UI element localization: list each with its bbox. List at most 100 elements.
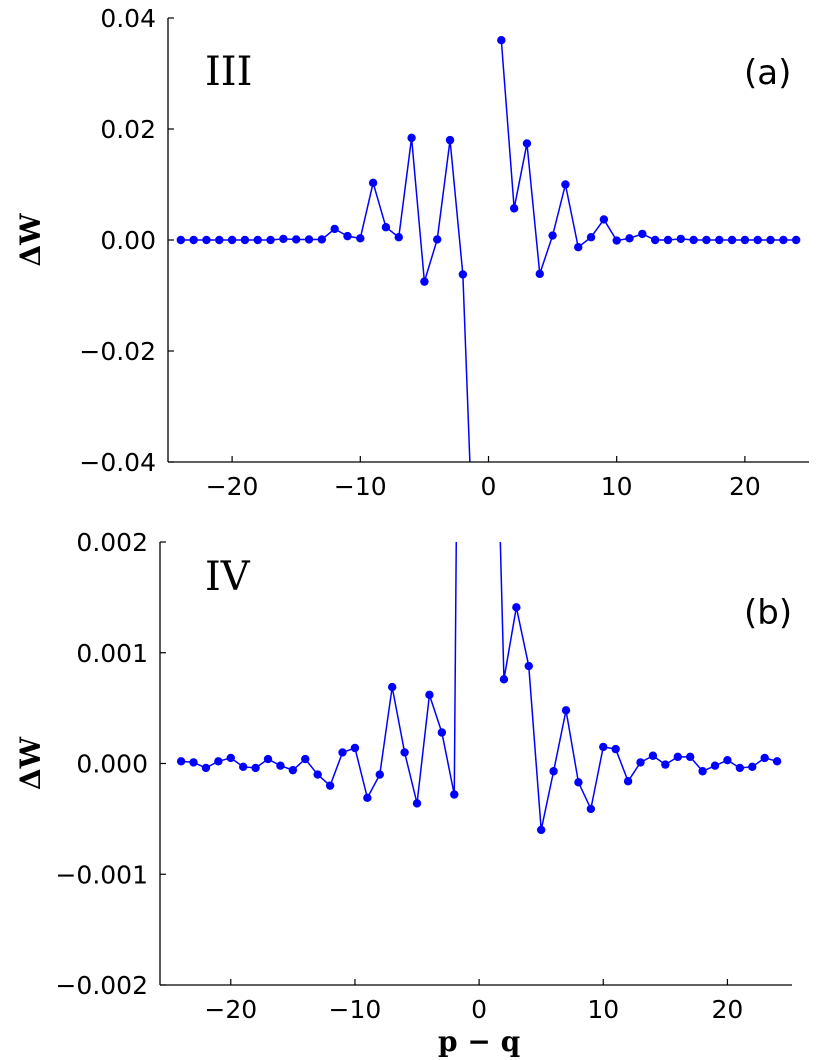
data-point xyxy=(727,235,737,245)
data-point xyxy=(574,243,583,252)
data-point xyxy=(548,231,557,240)
data-point xyxy=(400,748,409,757)
annotation: III xyxy=(205,49,252,95)
data-point xyxy=(748,762,757,772)
data-point xyxy=(772,757,782,766)
data-point xyxy=(176,757,186,766)
y-tick-label: −0.001 xyxy=(55,860,148,889)
data-point xyxy=(702,235,711,245)
data-point xyxy=(266,235,275,245)
data-point xyxy=(330,224,339,234)
data-point xyxy=(673,752,682,762)
data-point xyxy=(661,760,670,769)
data-point xyxy=(753,235,762,245)
data-point xyxy=(685,752,695,762)
data-point xyxy=(240,235,250,245)
y-tick-label: 0.02 xyxy=(100,115,156,144)
data-point xyxy=(471,613,479,621)
data-point xyxy=(663,235,673,245)
data-point xyxy=(381,223,391,232)
data-point xyxy=(512,603,521,612)
data-point xyxy=(238,762,248,772)
data-point xyxy=(549,767,558,776)
y-tick-label: 0.001 xyxy=(76,639,148,668)
data-point xyxy=(227,235,237,245)
data-point xyxy=(766,235,775,245)
data-point xyxy=(650,235,660,245)
plot-area xyxy=(176,36,801,621)
data-point xyxy=(599,742,608,752)
data-point xyxy=(735,763,745,773)
data-point xyxy=(202,235,211,245)
data-point xyxy=(625,234,634,243)
plot-area xyxy=(176,206,782,835)
data-point xyxy=(522,139,532,148)
data-point xyxy=(215,235,224,245)
data-point xyxy=(636,758,645,767)
data-point xyxy=(407,133,416,143)
data-point xyxy=(325,781,335,790)
data-point xyxy=(189,235,198,245)
data-point xyxy=(368,178,378,188)
data-point xyxy=(740,235,750,245)
y-tick-label: −0.02 xyxy=(79,337,156,366)
data-point xyxy=(276,761,285,770)
data-point xyxy=(586,233,596,242)
data-point xyxy=(350,743,360,753)
data-point xyxy=(535,269,544,279)
data-point xyxy=(723,755,732,765)
data-point xyxy=(497,36,506,45)
data-point xyxy=(279,234,288,244)
data-point xyxy=(189,758,198,767)
data-point xyxy=(317,235,327,244)
data-point xyxy=(791,235,801,245)
data-point xyxy=(561,180,570,189)
data-point xyxy=(760,753,769,763)
data-point xyxy=(698,767,707,776)
data-point xyxy=(487,206,495,214)
y-tick-label: 0.00 xyxy=(100,226,156,255)
data-point xyxy=(313,770,322,779)
data-point xyxy=(433,235,442,244)
y-tick-label: 0.04 xyxy=(100,4,156,33)
data-point xyxy=(394,233,403,242)
x-tick-label: 20 xyxy=(712,995,744,1024)
data-point xyxy=(343,231,352,241)
data-point xyxy=(412,799,422,808)
x-tick-label: 10 xyxy=(587,995,619,1024)
data-point xyxy=(689,235,698,245)
y-tick-label: 0.002 xyxy=(76,528,148,557)
y-tick-label: −0.04 xyxy=(79,448,156,477)
data-point xyxy=(612,236,621,245)
annotation: (a) xyxy=(744,53,791,93)
data-point xyxy=(445,135,455,145)
data-point xyxy=(387,682,397,692)
data-point xyxy=(356,234,365,243)
data-point xyxy=(715,235,724,245)
data-point xyxy=(176,235,186,245)
data-point xyxy=(499,675,509,684)
data-point xyxy=(561,706,571,715)
data-point xyxy=(623,777,633,786)
x-tick-label: −20 xyxy=(206,472,259,501)
data-point xyxy=(263,754,273,764)
data-point xyxy=(420,277,429,286)
data-point xyxy=(458,270,468,279)
data-point xyxy=(338,748,347,757)
data-point xyxy=(251,763,260,773)
x-axis-label: p − q xyxy=(438,1025,520,1058)
x-tick-label: 0 xyxy=(471,995,487,1024)
annotation: (b) xyxy=(744,593,792,633)
data-point xyxy=(226,753,235,763)
data-point xyxy=(301,754,310,764)
x-tick-label: 10 xyxy=(601,472,633,501)
data-point xyxy=(437,728,447,737)
y-tick-label: 0.000 xyxy=(76,750,148,779)
data-point xyxy=(292,235,301,244)
annotation: IV xyxy=(205,554,251,600)
data-point xyxy=(509,204,519,213)
data-point xyxy=(304,235,314,244)
data-point xyxy=(450,790,459,799)
